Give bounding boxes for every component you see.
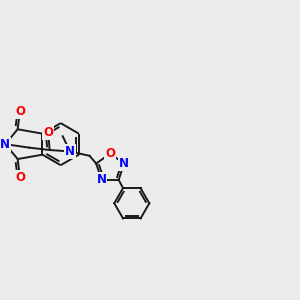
Text: N: N bbox=[65, 145, 75, 158]
Text: O: O bbox=[15, 105, 25, 118]
Text: N: N bbox=[97, 173, 106, 186]
Text: O: O bbox=[15, 171, 25, 184]
Text: N: N bbox=[119, 157, 129, 170]
Text: O: O bbox=[105, 147, 115, 160]
Text: O: O bbox=[43, 126, 53, 139]
Text: N: N bbox=[0, 138, 11, 151]
